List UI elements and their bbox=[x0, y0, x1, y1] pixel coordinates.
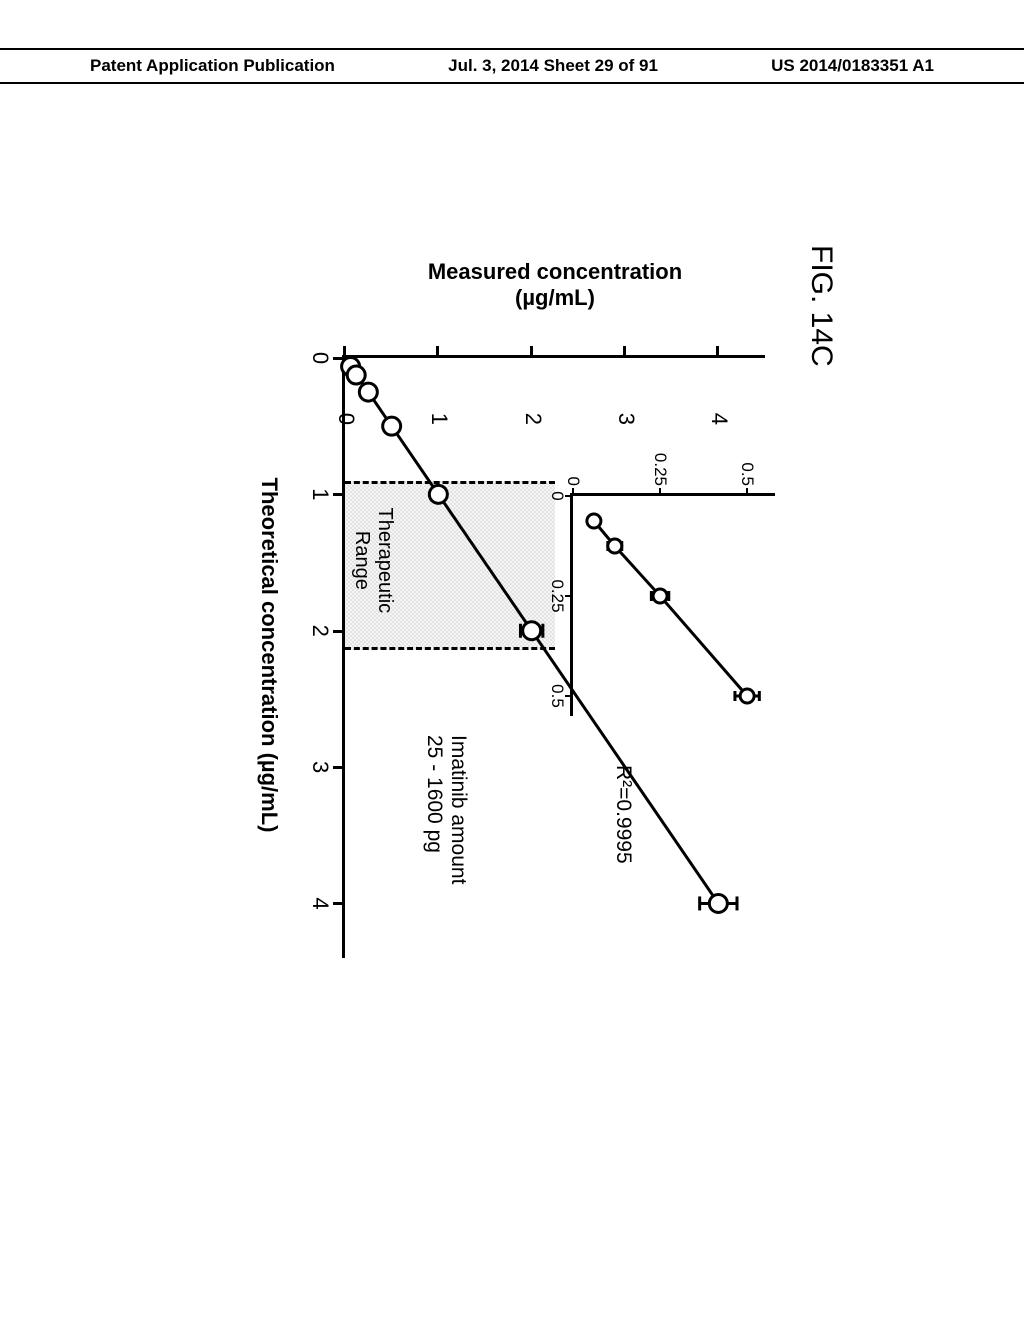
x-tick-label: 1 bbox=[307, 488, 333, 500]
header-center: Jul. 3, 2014 Sheet 29 of 91 bbox=[448, 56, 658, 76]
inset-y-tick-label: 0 bbox=[563, 477, 583, 486]
inset-y-tick bbox=[746, 488, 748, 496]
data-point bbox=[347, 366, 365, 384]
inset-series-svg bbox=[573, 496, 775, 716]
x-tick bbox=[333, 902, 345, 905]
y-tick bbox=[343, 346, 346, 358]
y-tick-label: 1 bbox=[426, 413, 452, 425]
page: Patent Application Publication Jul. 3, 2… bbox=[0, 0, 1024, 1320]
chart-container: FIG. 14C Measured concentration (µg/mL) … bbox=[230, 245, 790, 1045]
y-tick bbox=[623, 346, 626, 358]
amount-annotation: Imatinib amount 25 - 1600 pg bbox=[422, 735, 470, 884]
y-tick bbox=[530, 346, 533, 358]
data-point bbox=[429, 485, 447, 503]
page-header: Patent Application Publication Jul. 3, 2… bbox=[0, 48, 1024, 82]
r-squared-annotation: R²=0.9995 bbox=[611, 765, 635, 864]
x-tick-label: 2 bbox=[307, 625, 333, 637]
header-right: US 2014/0183351 A1 bbox=[771, 56, 934, 76]
data-point bbox=[383, 417, 401, 435]
data-point bbox=[359, 383, 377, 401]
y-axis-title: Measured concentration (µg/mL) bbox=[428, 259, 682, 311]
main-plot-area: Therapeutic Range0123400.250.500.250.5 bbox=[342, 355, 765, 958]
inset-y-tick-label: 0.5 bbox=[737, 462, 757, 486]
inset-plot: 00.250.500.250.5 bbox=[570, 493, 775, 716]
x-tick-label: 3 bbox=[307, 761, 333, 773]
figure-label: FIG. 14C bbox=[804, 245, 838, 367]
y-tick-label: 3 bbox=[613, 413, 639, 425]
inset-y-tick bbox=[572, 488, 574, 496]
x-tick bbox=[333, 766, 345, 769]
inset-x-tick-label: 0 bbox=[547, 491, 567, 500]
data-point bbox=[700, 894, 737, 912]
amount-line2: 25 - 1600 pg bbox=[422, 735, 446, 884]
inset-y-tick bbox=[659, 488, 661, 496]
figure-rotated-container: FIG. 14C Measured concentration (µg/mL) … bbox=[45, 295, 975, 995]
y-tick bbox=[716, 346, 719, 358]
amount-line1: Imatinib amount bbox=[446, 735, 470, 884]
data-point bbox=[520, 622, 542, 640]
y-tick-label: 2 bbox=[520, 413, 546, 425]
inset-y-tick-label: 0.25 bbox=[650, 453, 670, 486]
x-tick bbox=[333, 493, 345, 496]
x-tick-label: 4 bbox=[307, 897, 333, 909]
x-axis-title: Theoretical concentration (µg/mL) bbox=[256, 478, 282, 833]
y-tick-label: 0 bbox=[333, 413, 359, 425]
header-left: Patent Application Publication bbox=[90, 56, 335, 76]
inset-x-tick-label: 0.5 bbox=[547, 684, 567, 708]
header-rule bbox=[0, 82, 1024, 84]
x-tick-label: 0 bbox=[307, 352, 333, 364]
y-tick bbox=[436, 346, 439, 358]
x-tick bbox=[333, 630, 345, 633]
y-tick-label: 4 bbox=[706, 413, 732, 425]
inset-x-tick-label: 0.25 bbox=[547, 579, 567, 612]
